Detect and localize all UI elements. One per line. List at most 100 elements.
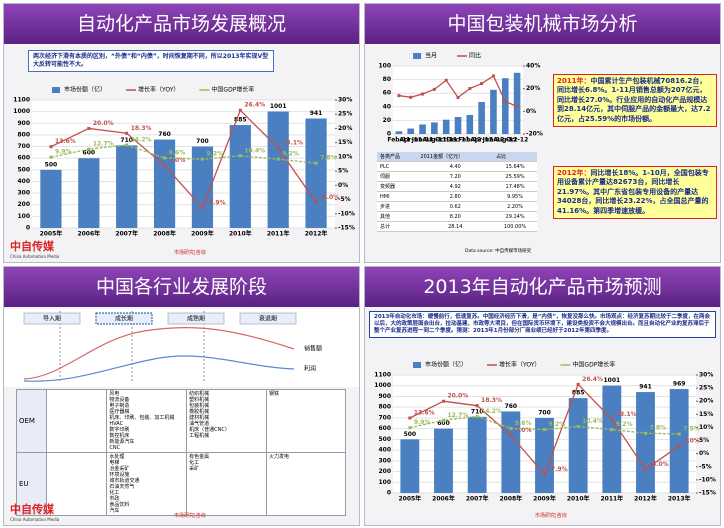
marker: [49, 145, 53, 149]
bar: [305, 118, 327, 228]
bar: [501, 78, 509, 134]
x-tick-label: Jun-11: [411, 137, 434, 144]
cell: 4.40: [417, 161, 494, 172]
marker: [644, 431, 647, 435]
y2-tick-label: 5%: [699, 437, 709, 444]
x-tick-label: 2008年: [499, 495, 522, 503]
x-tick-label: 2012年: [634, 495, 657, 503]
row: EU 水处理 电梯 冶金采矿 环境设施 城市轨道交通 石油天然气 化工 市政 食品饮料 汽车 有色金属…: [15, 452, 347, 516]
cell: 其他: [377, 211, 418, 222]
row: 步进 0.62 2.20%: [377, 201, 537, 212]
y-tick-label: 700: [378, 414, 391, 421]
marker: [409, 95, 413, 99]
y-tick-label: 300: [378, 457, 391, 464]
y2-tick-label: -20%: [526, 131, 543, 138]
data-label: 14.2%: [481, 408, 502, 415]
item: CNC: [109, 445, 121, 451]
item: 水处理: [109, 454, 125, 460]
y2-tick-label: 25%: [699, 385, 713, 392]
item: 机床（普通CNC）: [189, 427, 230, 433]
bar: [116, 145, 138, 228]
data-label: 10.4%: [244, 147, 265, 154]
cell: 变频器: [377, 181, 418, 192]
marker: [610, 417, 614, 421]
row: 伺服 7.20 25.59%: [377, 171, 537, 182]
marker: [543, 428, 546, 432]
data-label: 12.7%: [448, 412, 469, 419]
marker: [314, 161, 318, 165]
bar: [191, 146, 214, 228]
y-tick-label: 300: [17, 190, 30, 197]
cell: 2.80: [417, 191, 494, 202]
cell: 4.92: [417, 181, 494, 192]
y2-tick-label: 5%: [338, 168, 348, 175]
data-label: 10.4%: [582, 418, 603, 425]
panel: 2013年自动化产品市场预测 2013年自动化市场：缓慢前行，低速复苏。中国经济…: [364, 266, 721, 526]
y2-tick-label: 0%: [699, 450, 709, 457]
marker: [442, 418, 445, 422]
brand: 中自传媒 China Automation Media: [10, 501, 59, 522]
item: 市政: [109, 496, 120, 502]
data-label: -7.9%: [549, 466, 568, 473]
item: 纺织机械: [189, 391, 210, 397]
y-tick-label: 900: [378, 393, 391, 400]
item: 食品饮料: [109, 502, 130, 508]
data-label: 7.0%: [169, 157, 186, 164]
bar-label: 760: [158, 131, 171, 138]
y-tick-label: 0: [387, 131, 391, 138]
y2-tick-label: -15%: [699, 490, 716, 497]
y2-tick-label: 15%: [699, 411, 713, 418]
legend-swatch: [413, 53, 421, 59]
bar-label: 700: [538, 409, 551, 416]
data-label: 9.2%: [282, 151, 299, 158]
research: 市场研究|咨询: [174, 250, 206, 256]
cell: 火力发电: [265, 452, 347, 516]
cell: [46, 389, 108, 453]
y-tick-label: 40: [383, 103, 391, 110]
bar: [407, 128, 415, 134]
text: 中国累计生产包装机械70816.2台，同比增长6.8%。1-11月销售总额为20…: [557, 77, 711, 123]
item: 汽车: [109, 508, 120, 514]
y2-tick-label: 30%: [338, 97, 352, 104]
marker: [442, 399, 445, 403]
y-tick-label: 200: [17, 201, 30, 208]
header-cell: 各类产品: [377, 152, 418, 162]
item: 城市轨道交通: [109, 478, 140, 484]
x-tick-label: 2006年: [77, 230, 100, 238]
x-tick-label: 2005年: [40, 230, 63, 238]
header-cell: 占比: [493, 152, 537, 162]
item: 化工: [109, 490, 120, 496]
item: 机床、印刷、包装、加工机械: [109, 415, 175, 421]
marker: [125, 143, 129, 147]
y2-tick-label: 20%: [338, 125, 352, 132]
marker: [276, 146, 280, 150]
data-label: 7.0%: [515, 427, 532, 434]
bar-label: 600: [83, 150, 96, 157]
panel-title: 中国包装机械市场分析: [365, 4, 720, 44]
y2-tick-label: 20%: [526, 85, 540, 92]
legend-label: 市场份额（亿）: [64, 86, 106, 94]
cell: HMI: [377, 191, 418, 202]
table: 各类产品 2011金额（亿元） 占比 PLC 4.40 15.64% 伺服 7.20 25.59…: [377, 152, 537, 232]
marker: [163, 163, 167, 167]
item: 建材机械: [189, 415, 210, 421]
data-label: 9.2%: [206, 151, 223, 158]
data-label: 20.0%: [93, 120, 114, 127]
phase-label: 衰退期: [259, 315, 277, 323]
bar: [442, 119, 450, 134]
bar: [490, 89, 497, 134]
brand-name: 中自传媒: [10, 240, 54, 253]
y-tick-label: 800: [378, 404, 391, 411]
y2-tick-label: 15%: [338, 139, 352, 146]
cell: 风电 物流设备 电子制造 医疗器械 机床、印刷、包装、加工机械 HVAC 数字印刷 数控机床新…: [106, 389, 188, 453]
y2-tick-label: 10%: [338, 153, 352, 160]
x-tick-label: 2011年: [267, 230, 290, 238]
label: 2012年：: [557, 169, 591, 177]
data-label: 13.6%: [414, 410, 435, 417]
marker: [610, 428, 614, 432]
curve-label: 利润: [304, 365, 316, 373]
bar: [454, 117, 462, 134]
marker: [456, 96, 460, 100]
item: 新能源汽车: [109, 439, 135, 445]
cell: PLC: [377, 161, 418, 172]
